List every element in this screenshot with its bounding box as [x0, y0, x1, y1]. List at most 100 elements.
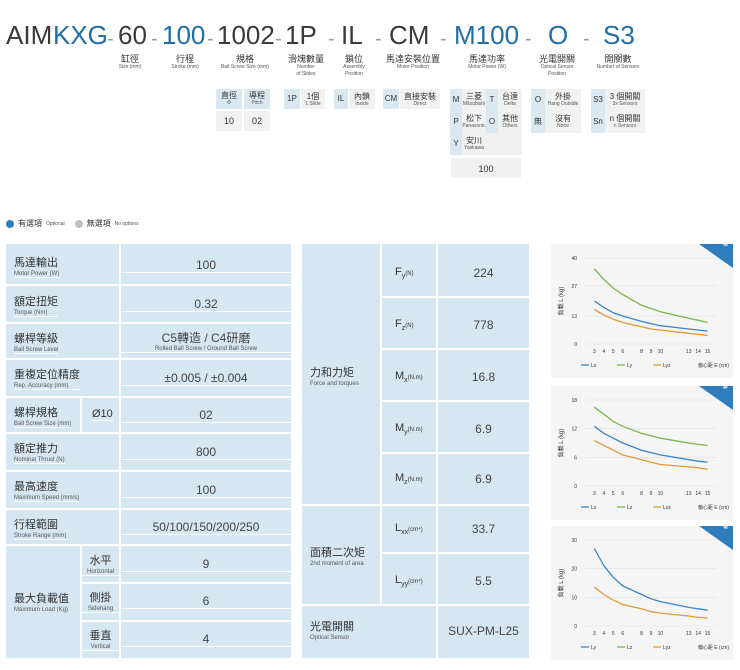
max-load-value: 9	[121, 557, 291, 572]
x-axis-label: 偏心距 E (cm)	[698, 504, 729, 511]
label-sensor: 光電開關 Optical Sensor Position	[538, 54, 575, 77]
max-load-value: 4	[121, 632, 291, 647]
y-tick-label: 20	[571, 567, 577, 573]
chart-vertical: 負載 L (kg) 0 10 20 30 3 4 5 6 8 9 10 13 14 15 Ly Lz Lyz 偏心距…	[551, 526, 733, 660]
sensor-code: 無	[531, 111, 545, 133]
legend-label: Lx	[591, 505, 597, 511]
x-tick-label: 14	[695, 491, 701, 497]
motor-pos-desc: 直接安裝 Direct	[400, 89, 440, 109]
label-sensors-num: 開關數 Number of Sensors	[596, 54, 640, 70]
area-symbol: Lyy(cm⁴)	[395, 574, 423, 589]
spec-value: 02	[121, 408, 291, 423]
no-options-label: 無選項	[86, 219, 111, 228]
code-dash: -	[207, 28, 214, 50]
series-line-lyz	[594, 586, 708, 619]
label-lock: 鎖位 Assembly Position	[343, 54, 365, 77]
x-tick-label: 5	[612, 349, 615, 355]
area-symbol: Lxx(cm⁴)	[395, 522, 423, 537]
spec-table-right: 力和力矩 Force and torques Fy(N) 224 Fz(N) 77…	[302, 244, 529, 658]
spec-value: 50/100/150/200/250	[121, 520, 291, 535]
max-load-direction: 側掛 Sidehang	[82, 589, 119, 613]
code-slides: 1P	[285, 20, 317, 50]
torque-value: 6.9	[475, 422, 492, 436]
motor-code: O	[486, 111, 498, 133]
legend-label: Lz	[627, 645, 633, 651]
max-load-label: 最大負載值 Maximum Load (Kg)	[14, 593, 69, 613]
x-tick-label: 13	[686, 491, 692, 497]
max-load-value: 6	[121, 594, 291, 609]
sensor-desc: 外掛 Hang Outside	[545, 89, 581, 111]
x-tick-label: 8	[640, 631, 643, 637]
x-tick-label: 3	[593, 491, 596, 497]
y-tick-label: 0	[574, 624, 577, 630]
x-tick-label: 14	[695, 631, 701, 637]
spec-label: 螺桿規格 Ball Screw Size (mm)	[14, 404, 72, 428]
x-tick-label: 4	[602, 491, 605, 497]
label-slides: 滑塊數量 Number of Slides	[287, 54, 324, 77]
code-dash: -	[151, 28, 158, 50]
x-tick-label: 3	[593, 631, 596, 637]
x-tick-label: 10	[658, 349, 664, 355]
spec-value: C5轉造 / C4研磨 Rolled Ball Screw / Ground Ba…	[121, 329, 291, 353]
chart-sidehang: 負載 L (kg) 0 6 12 18 3 4 5 6 8 9 10 13 14 15 Lx Lz Lxz 偏心距 …	[551, 386, 733, 520]
motor-empty	[486, 133, 522, 155]
x-tick-label: 10	[658, 491, 664, 497]
code-motor: M100	[454, 20, 520, 50]
legend-label: Lxz	[663, 505, 671, 511]
code-dash: -	[275, 28, 282, 50]
x-tick-label: 9	[650, 631, 653, 637]
code-sensor: O	[548, 20, 569, 50]
lock-code: IL	[334, 89, 348, 109]
x-tick-label: 13	[686, 349, 692, 355]
x-tick-label: 14	[695, 349, 701, 355]
code-dash: -	[440, 28, 447, 50]
torque-value: 16.8	[471, 370, 496, 384]
sensors-num-code: Sn	[591, 111, 605, 133]
force-label: 力和力矩 Force and torques	[310, 367, 359, 387]
spec-value: 100	[121, 483, 291, 498]
legend-label: Lyz	[663, 363, 671, 369]
y-tick-label: 40	[571, 256, 577, 262]
motor-code: T	[486, 89, 498, 111]
y-tick-label: 10	[571, 595, 577, 601]
x-tick-label: 4	[602, 349, 605, 355]
lock-desc: 內鎖 Inside	[349, 89, 375, 109]
torque-value: 6.9	[475, 472, 492, 486]
series-line-lxz	[594, 440, 708, 470]
x-tick-label: 15	[705, 349, 711, 355]
spec-value: 0.32	[121, 297, 291, 312]
code-dash: -	[107, 28, 114, 50]
code-stroke: 100	[162, 20, 206, 50]
load-chart: 負載 L (kg) 0 10 20 30 3 4 5 6 8 9 10 13 14 15 Ly Lz Lyz 偏心距…	[557, 538, 729, 651]
spec-label: 額定扭矩 Torque (Nm)	[14, 293, 58, 317]
label-motor-power: 馬達功率 Motor Power (W)	[468, 54, 506, 70]
force-value: 224	[473, 266, 494, 280]
spec-label: 最高速度 Maximum Speed (mm/s)	[14, 478, 80, 502]
label-stroke: 行程 Stroke (mm)	[171, 54, 199, 70]
motor-brand: 松下 Panasonic	[462, 111, 486, 133]
code-bore: 60	[118, 20, 147, 50]
max-load-direction: 垂直 Vertical	[82, 627, 119, 651]
x-tick-label: 10	[658, 631, 664, 637]
x-tick-label: 13	[686, 631, 692, 637]
sensors-num-desc: 3 個開關 3x Sensors	[605, 89, 645, 111]
options-legend: 有選項 Optional 無選項 No options	[6, 218, 139, 229]
y-tick-label: 30	[571, 538, 577, 544]
area-value: 33.7	[471, 522, 496, 536]
series-line-ly	[593, 268, 708, 324]
motor-power-value: 100	[450, 157, 522, 179]
motor-brand: 安川 Yaskawa	[462, 133, 486, 155]
label-bore: 缸徑 Size (mm)	[118, 54, 142, 70]
no-options-dot-icon	[74, 219, 83, 228]
x-tick-label: 4	[602, 631, 605, 637]
area-value: 5.5	[475, 574, 492, 588]
legend-label: Lz	[627, 505, 633, 511]
spec-value: ±0.005 / ±0.004	[121, 371, 291, 386]
optical-sensor-value: SUX-PM-L25	[448, 624, 519, 638]
x-tick-label: 5	[612, 631, 615, 637]
spec-sub: Ø10	[92, 408, 113, 421]
y-tick-label: 18	[571, 398, 577, 404]
x-tick-label: 9	[650, 349, 653, 355]
